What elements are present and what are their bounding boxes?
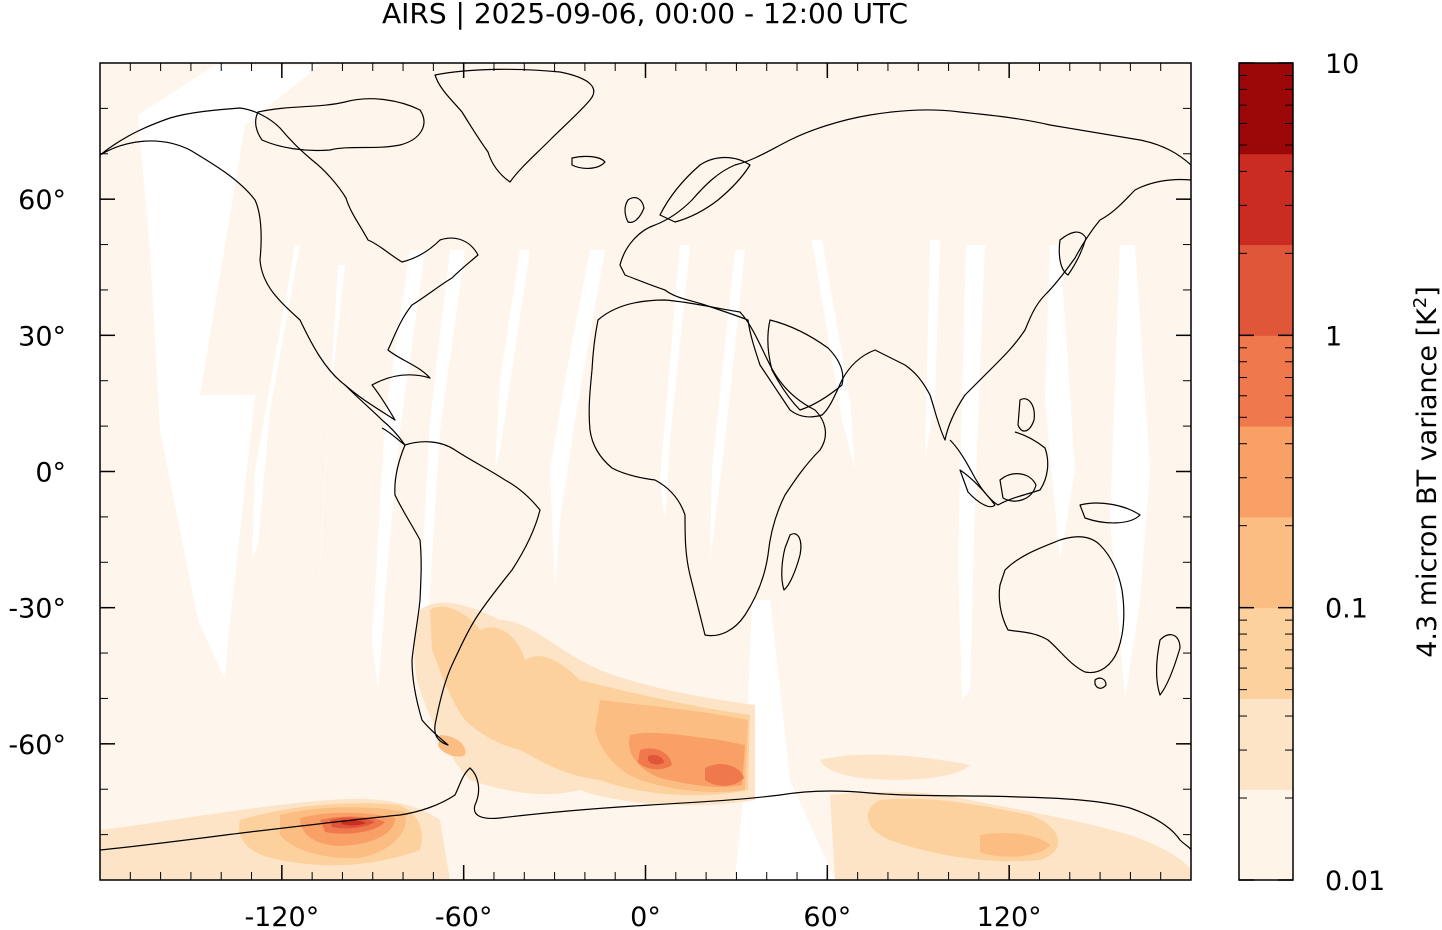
colorbar-segment [1239,335,1293,427]
lon-tick-label: 120° [977,902,1042,930]
coastlines [100,68,1191,851]
swath-gap [418,250,465,690]
coastline-japan [1058,231,1087,276]
coastline-sumatra [959,469,996,508]
swath-gaps [138,65,1150,880]
coastline-tasmania [1094,677,1107,689]
swath-gap [710,250,745,560]
colorbar-tick-label: 0.01 [1325,866,1385,897]
coastline-british-isles [624,197,645,223]
variance-region [980,833,1050,857]
coastline-arabia [767,319,844,411]
colorbar-axis: 10 1 0.1 0.01 [1239,49,1385,897]
variance-field [100,602,1191,880]
coastline-south-america [394,441,541,746]
coastline-scandinavia [659,156,751,223]
coastline-north-america [100,107,479,421]
colorbar-segment [1239,516,1293,609]
coastline-madagascar [781,533,802,591]
lat-tick-label: -60° [8,730,66,761]
colorbar-segment [1239,426,1293,518]
coastline-africa [588,299,827,637]
swath-gap [550,250,605,590]
swath-gap [138,65,320,680]
colorbar-segment [1239,63,1293,155]
swath-gap [735,600,835,880]
map-title: AIRS | 2025-09-06, 00:00 - 12:00 UTC [381,0,909,30]
coastline-europe-asia [619,109,1191,441]
colorbar-tick-label: 10 [1325,49,1359,80]
longitude-axis: -120° -60° 0° 60° 120° [244,63,1042,930]
lon-tick-label: 0° [630,902,661,930]
coastline-borneo [999,473,1037,502]
swath-gap [495,250,530,470]
lat-tick-label: -30° [8,594,66,625]
coastline-iceland [571,155,606,169]
colorbar-segment [1239,698,1293,790]
colorbar-tick-label: 0.1 [1325,594,1368,625]
swath-gap [252,245,300,560]
coastline-new-guinea [1079,502,1141,524]
variance-region [705,764,744,786]
colorbar-segment [1239,244,1293,336]
coastline-philippines [1017,398,1035,432]
lon-tick-label: -60° [435,902,493,930]
map-plot-area [100,63,1191,880]
latitude-axis: 60° 30° 0° -30° -60° [8,185,1191,761]
swath-gap [925,240,940,460]
swath-gap [1110,245,1150,700]
coastline-southeast-asia [949,431,1049,506]
swath-gap [660,245,690,520]
lon-tick-label: 60° [803,902,851,930]
lat-tick-label: 0° [35,458,66,489]
colorbar-frame [1238,62,1294,881]
coastline-arctic-islands [255,98,425,152]
colorbar-tick-label: 1 [1325,321,1342,352]
coastline-australia [998,536,1125,674]
coastline-new-zealand [1156,634,1181,696]
colorbar-label-text: 4.3 micron BT variance [K [1412,307,1442,658]
swath-gap [372,250,425,690]
coastline-antarctica [100,767,1191,851]
variance-region [820,754,970,780]
colorbar-label: 4.3 micron BT variance [K2] [1410,286,1442,658]
lat-tick-label: 60° [18,185,66,216]
variance-region [438,735,466,757]
lat-tick-label: 30° [18,321,66,352]
colorbar-label-superscript: 2 [1410,297,1431,308]
swath-gap [1045,245,1075,560]
coastline-central-america [344,384,406,446]
colorbar [1238,62,1294,881]
variance-region [648,754,664,765]
colorbar-segment [1239,607,1293,699]
colorbar-segment [1239,789,1293,881]
colorbar-label-end: ] [1412,286,1442,297]
coastline-greenland [434,68,595,183]
lon-tick-label: -120° [244,902,319,930]
colorbar-segment [1239,153,1293,246]
